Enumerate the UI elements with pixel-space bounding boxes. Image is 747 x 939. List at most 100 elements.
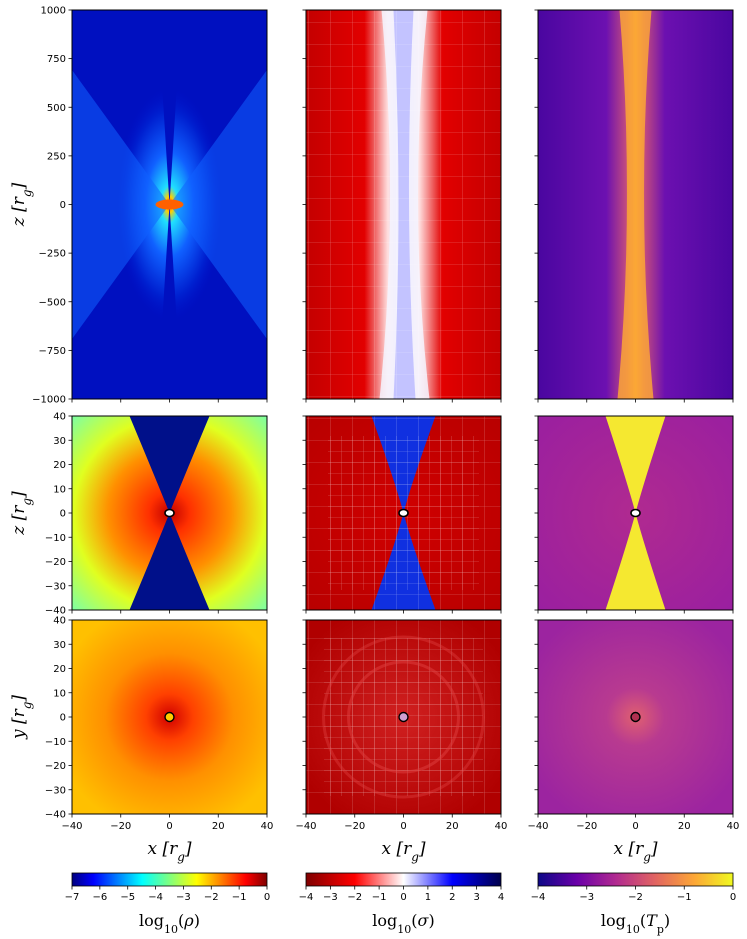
x-axis-label: x [rg]: [613, 839, 657, 864]
x-tick-label: 0: [166, 821, 172, 832]
x-tick-label: 20: [212, 821, 225, 832]
x-axis-label: x [rg]: [147, 839, 191, 864]
disk-core: [155, 199, 184, 210]
y-tick-label: 1000: [41, 6, 66, 17]
density-lobe: [72, 70, 170, 339]
colorbar-tick-label: −2: [204, 892, 219, 903]
x-tick-label: 40: [495, 821, 508, 832]
x-tick-label: −40: [61, 821, 82, 832]
funnel-upper: [129, 416, 210, 513]
x-tick-label: 0: [632, 821, 638, 832]
y-tick-label: 30: [53, 436, 66, 447]
y-tick-label: 20: [53, 664, 66, 675]
colorbar-tick-label: −1: [372, 892, 387, 903]
spiral-ring: [347, 660, 460, 774]
x-tick-label: −20: [110, 821, 131, 832]
hot-jet: [617, 10, 654, 399]
funnel: [157, 204, 182, 399]
hot-funnel-lower: [605, 513, 666, 610]
black-hole-icon: [630, 711, 641, 723]
y-tick-label: −40: [45, 810, 66, 821]
colorbar-3: −4 −3 −2 −1 0 log10(Tp): [531, 872, 736, 936]
colorbar-tick-label: 1: [425, 892, 431, 903]
mesh-grid: [306, 10, 501, 399]
y-tick-label: 0: [60, 509, 66, 520]
colorbar-tick-label: 2: [449, 892, 455, 903]
panel-r3-c2: [305, 619, 502, 815]
y-tick-label: −1000: [32, 395, 66, 406]
y-tick-label: 250: [47, 151, 66, 162]
colorbar-tick-label: 0: [264, 892, 270, 903]
colorbar-strip: [537, 872, 734, 887]
panel-r2-c1: [71, 415, 268, 611]
y-tick-label: −20: [45, 761, 66, 772]
colorbar-tick-label: −4: [531, 892, 546, 903]
x-tick-label: −40: [295, 821, 316, 832]
colorbar-tick-label: −2: [347, 892, 362, 903]
x-axis-label: x [rg]: [381, 839, 425, 864]
y-tick-label: −40: [45, 606, 66, 617]
colorbar-tick-label: −3: [579, 892, 594, 903]
y-tick-label: −750: [39, 346, 66, 357]
black-hole-icon: [164, 711, 175, 723]
colorbar-tick-label: 0: [730, 892, 736, 903]
colorbar-tick-label: −1: [677, 892, 692, 903]
y-tick-label: 750: [47, 54, 66, 65]
y-tick-label: −30: [45, 785, 66, 796]
x-tick-label: −20: [344, 821, 365, 832]
colorbar-tick-label: −4: [148, 892, 163, 903]
colorbar-tick-label: 4: [498, 892, 504, 903]
y-tick-label: 500: [47, 103, 66, 114]
x-tick-label: 20: [446, 821, 459, 832]
colorbar-tick-label: −6: [92, 892, 107, 903]
panel-r3-c3: [537, 619, 734, 815]
panel-grid: [71, 9, 734, 815]
y-axis-label: z [rg]: [9, 491, 34, 536]
hot-funnel-upper: [605, 416, 666, 513]
y-tick-label: −10: [45, 737, 66, 748]
black-hole-icon: [164, 508, 175, 518]
colorbar-tick-label: 0: [400, 892, 406, 903]
colorbar-strip: [71, 872, 268, 887]
colorbar-label: log10(Tp): [601, 911, 670, 936]
y-tick-label: 10: [53, 484, 66, 495]
y-tick-label: 0: [60, 713, 66, 724]
x-tick-label: 20: [678, 821, 691, 832]
colorbar-tick-label: −1: [232, 892, 247, 903]
panel-r2-c2: [305, 415, 502, 611]
y-tick-label: −20: [45, 557, 66, 568]
x-tick-label: −40: [527, 821, 548, 832]
y-tick-label: 30: [53, 640, 66, 651]
y-axis-label: y [rg]: [9, 695, 34, 740]
colorbar-label: log10(ρ): [139, 911, 200, 936]
colorbar-tick-label: −2: [628, 892, 643, 903]
panel-r1-c2: [305, 9, 502, 400]
colorbar-tick-label: −5: [120, 892, 135, 903]
funnel-lower: [129, 513, 210, 610]
colorbar-label: log10(σ): [372, 911, 434, 936]
y-tick-label: 40: [53, 616, 66, 627]
y-tick-label: −250: [39, 249, 66, 260]
funnel: [157, 10, 182, 205]
colorbar-tick-label: −7: [65, 892, 80, 903]
y-tick-label: 40: [53, 412, 66, 423]
panel-r1-c3: [537, 9, 734, 400]
colorbars: −7 −6 −5 −4 −3 −2 −1 0 log10(ρ) −4 −3 −2 −1 0 1 2 3 4 log1…: [65, 872, 736, 936]
y-tick-label: 0: [60, 200, 66, 211]
colorbar-2: −4 −3 −2 −1 0 1 2 3 4 log10(σ): [299, 872, 504, 936]
density-lobe: [169, 70, 267, 339]
colorbar-tick-label: −3: [323, 892, 338, 903]
x-tick-label: 0: [400, 821, 406, 832]
black-hole-icon: [398, 711, 409, 723]
x-tick-label: −20: [576, 821, 597, 832]
panel-r2-c3: [537, 415, 734, 611]
y-tick-label: −500: [39, 297, 66, 308]
x-tick-label: 40: [261, 821, 274, 832]
black-hole-icon: [630, 508, 641, 518]
spiral-ring: [322, 635, 485, 799]
colorbar-strip: [305, 872, 502, 887]
panel-r1-c1: [71, 9, 268, 400]
y-tick-label: 20: [53, 460, 66, 471]
black-hole-icon: [398, 508, 409, 518]
